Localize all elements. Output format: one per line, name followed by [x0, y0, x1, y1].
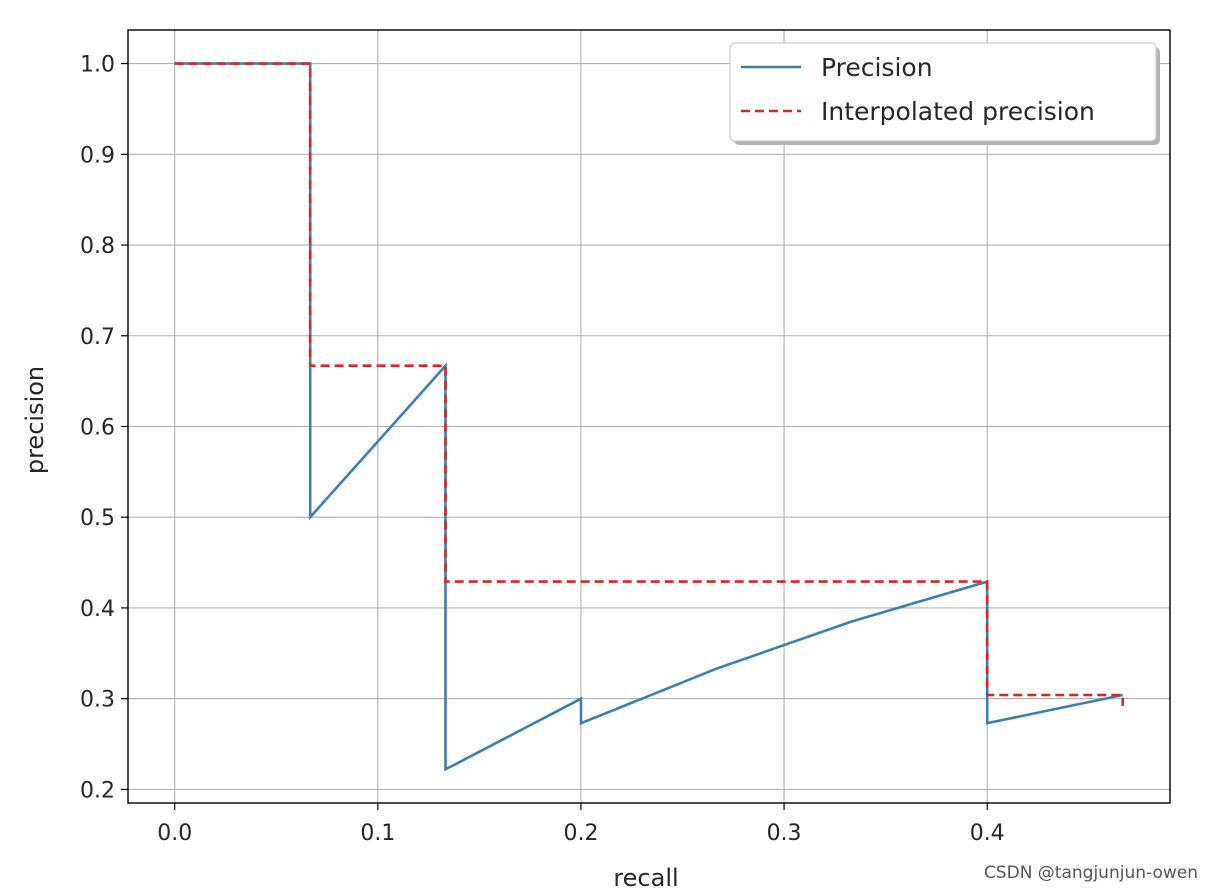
y-tick-label: 0.4	[80, 597, 115, 622]
legend-box	[729, 42, 1157, 142]
y-tick-label: 0.6	[80, 415, 115, 440]
interpolated-precision-line	[174, 62, 1124, 706]
y-tick-label: 0.3	[80, 688, 115, 713]
series-layer	[174, 62, 1124, 772]
precision-line	[174, 62, 1123, 772]
y-tick-label: 0.2	[80, 778, 115, 803]
plot-frame	[127, 29, 1171, 804]
x-tick-label: 0.0	[157, 821, 192, 846]
x-tick-label: 0.1	[360, 821, 395, 846]
y-axis-label: precision	[21, 366, 49, 474]
ticks: 0.0 0.1 0.2 0.3 0.4 0.2 0.3 0.4 0.5 0.6 0.7 0.8 0.9 1…	[80, 53, 1005, 846]
y-tick-label: 0.5	[80, 506, 115, 531]
legend-interpolated-label: Interpolated precision	[821, 97, 1095, 126]
legend-precision-label: Precision	[821, 53, 933, 82]
x-axis-label: recall	[613, 864, 678, 892]
watermark: CSDN @tangjunjun-owen	[984, 863, 1198, 883]
y-tick-label: 0.8	[80, 234, 115, 259]
y-tick-label: 0.7	[80, 325, 115, 350]
x-tick-label: 0.3	[767, 821, 802, 846]
x-tick-label: 0.4	[970, 821, 1005, 846]
y-tick-label: 1.0	[80, 53, 115, 78]
grid	[128, 30, 1170, 803]
x-tick-label: 0.2	[563, 821, 598, 846]
legend: Precision Interpolated precision	[729, 42, 1160, 145]
y-tick-label: 0.9	[80, 143, 115, 168]
